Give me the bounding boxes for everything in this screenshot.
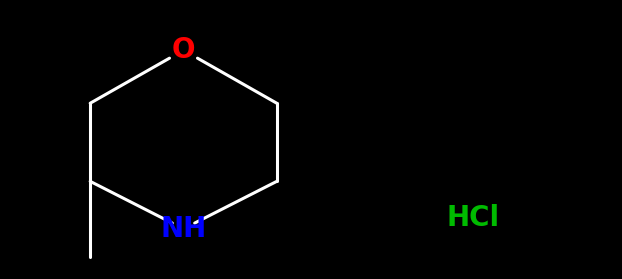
Text: HCl: HCl	[446, 204, 499, 232]
Text: O: O	[172, 36, 195, 64]
Text: NH: NH	[160, 215, 207, 243]
